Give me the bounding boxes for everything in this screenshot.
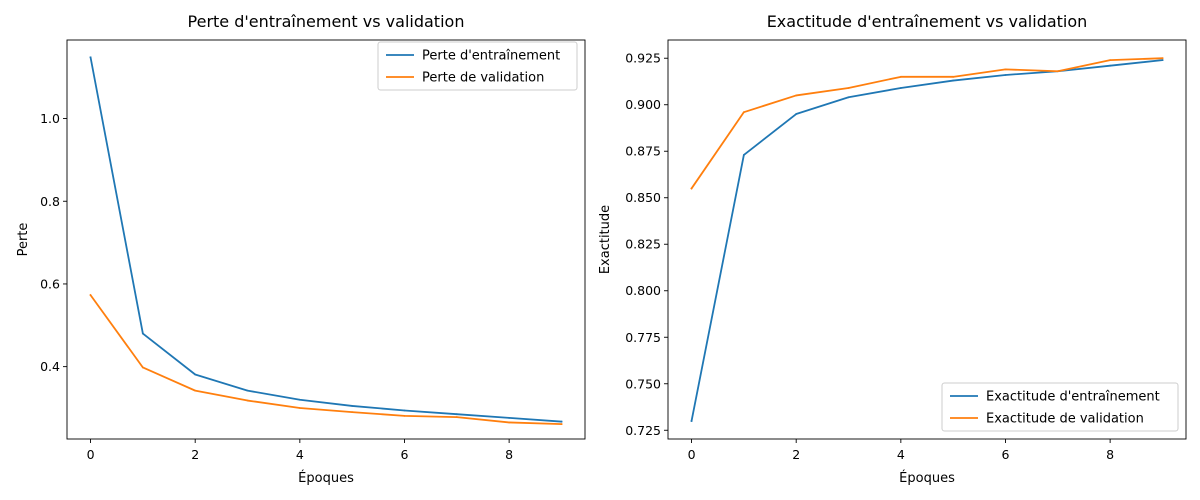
y-tick-label: 0.725 bbox=[625, 423, 661, 438]
x-axis-label: Époques bbox=[298, 470, 354, 486]
legend-label: Perte d'entraînement bbox=[422, 49, 560, 64]
data-point bbox=[847, 96, 850, 99]
data-point bbox=[141, 332, 144, 335]
data-point bbox=[560, 420, 563, 423]
x-tick-label: 8 bbox=[505, 447, 513, 462]
data-point bbox=[246, 399, 249, 402]
data-point bbox=[194, 373, 197, 376]
y-tick-label: 0.6 bbox=[40, 276, 60, 291]
series-line-2 bbox=[89, 293, 563, 426]
data-point bbox=[1004, 74, 1007, 76]
legend-label: Exactitude de validation bbox=[986, 412, 1144, 427]
x-tick-label: 6 bbox=[1002, 447, 1010, 462]
data-point bbox=[742, 154, 745, 156]
data-point bbox=[1161, 59, 1164, 61]
legend-box bbox=[941, 382, 1179, 432]
data-point bbox=[403, 414, 406, 417]
x-tick-label: 2 bbox=[792, 447, 800, 462]
data-point bbox=[89, 294, 92, 297]
data-point bbox=[952, 75, 955, 78]
y-tick-label: 0.750 bbox=[625, 376, 661, 391]
data-point bbox=[1109, 59, 1112, 61]
data-point bbox=[246, 389, 249, 392]
data-point bbox=[847, 87, 850, 89]
chart-1: Perte d'entraînement vs validation 0 2 4 6 8 0… bbox=[16, 12, 586, 486]
data-point bbox=[298, 407, 301, 409]
y-tick-label: 0.775 bbox=[625, 330, 661, 345]
series-line-1 bbox=[690, 59, 1164, 423]
y-tick-label: 0.925 bbox=[625, 51, 661, 66]
x-tick-label: 8 bbox=[1106, 447, 1114, 462]
x-tick-label: 4 bbox=[897, 447, 905, 462]
y-tick-label: 0.850 bbox=[625, 190, 661, 205]
data-point bbox=[141, 366, 144, 369]
legend-label: Exactitude d'entraînement bbox=[986, 390, 1160, 405]
data-point bbox=[795, 94, 798, 97]
y-tick-label: 0.4 bbox=[40, 359, 60, 374]
plot-frame bbox=[66, 39, 586, 440]
y-tick-label: 0.875 bbox=[625, 144, 661, 159]
legend-label: Perte de validation bbox=[422, 71, 544, 86]
y-tick-label: 0.800 bbox=[625, 283, 661, 298]
data-point bbox=[1161, 57, 1164, 60]
data-point bbox=[455, 416, 458, 418]
y-tick-label: 1.0 bbox=[40, 111, 60, 126]
data-point bbox=[899, 87, 902, 89]
series-line-1 bbox=[89, 56, 563, 423]
data-point bbox=[508, 421, 511, 424]
data-point bbox=[298, 398, 301, 401]
x-tick-label: 2 bbox=[191, 447, 199, 462]
data-point bbox=[1109, 64, 1112, 67]
y-tick-label: 0.825 bbox=[625, 237, 661, 252]
data-point bbox=[742, 111, 745, 114]
data-point bbox=[690, 187, 693, 190]
x-tick-label: 0 bbox=[688, 447, 696, 462]
legend: Exactitude d'entraînement Exactitude de v… bbox=[941, 382, 1179, 432]
x-axis-label: Époques bbox=[899, 470, 955, 486]
x-tick-label: 0 bbox=[87, 447, 95, 462]
data-point bbox=[403, 409, 406, 412]
legend: Perte d'entraînement Perte de validation bbox=[377, 41, 578, 91]
chart-title: Exactitude d'entraînement vs validation bbox=[767, 12, 1088, 31]
data-point bbox=[194, 389, 197, 392]
chart-2: Exactitude d'entraînement vs validation 0… bbox=[598, 12, 1187, 486]
y-axis-label: Exactitude bbox=[598, 205, 613, 274]
data-point bbox=[952, 79, 955, 82]
legend-box bbox=[377, 41, 578, 91]
data-point bbox=[455, 413, 458, 416]
x-tick-label: 6 bbox=[401, 447, 409, 462]
data-point bbox=[1056, 70, 1059, 73]
data-point bbox=[899, 75, 902, 78]
chart-title: Perte d'entraînement vs validation bbox=[188, 12, 465, 31]
plot-frame bbox=[667, 39, 1187, 440]
data-point bbox=[795, 113, 798, 115]
data-point bbox=[508, 417, 511, 419]
data-point bbox=[1004, 68, 1007, 71]
data-point bbox=[89, 56, 92, 59]
data-point bbox=[351, 411, 354, 414]
y-tick-label: 0.8 bbox=[40, 194, 60, 209]
x-tick-label: 4 bbox=[296, 447, 304, 462]
data-point bbox=[560, 423, 563, 426]
y-tick-label: 0.900 bbox=[625, 97, 661, 112]
series-line-2 bbox=[690, 57, 1164, 190]
y-axis-label: Perte bbox=[16, 223, 31, 257]
data-point bbox=[351, 405, 354, 407]
data-point bbox=[690, 420, 693, 422]
